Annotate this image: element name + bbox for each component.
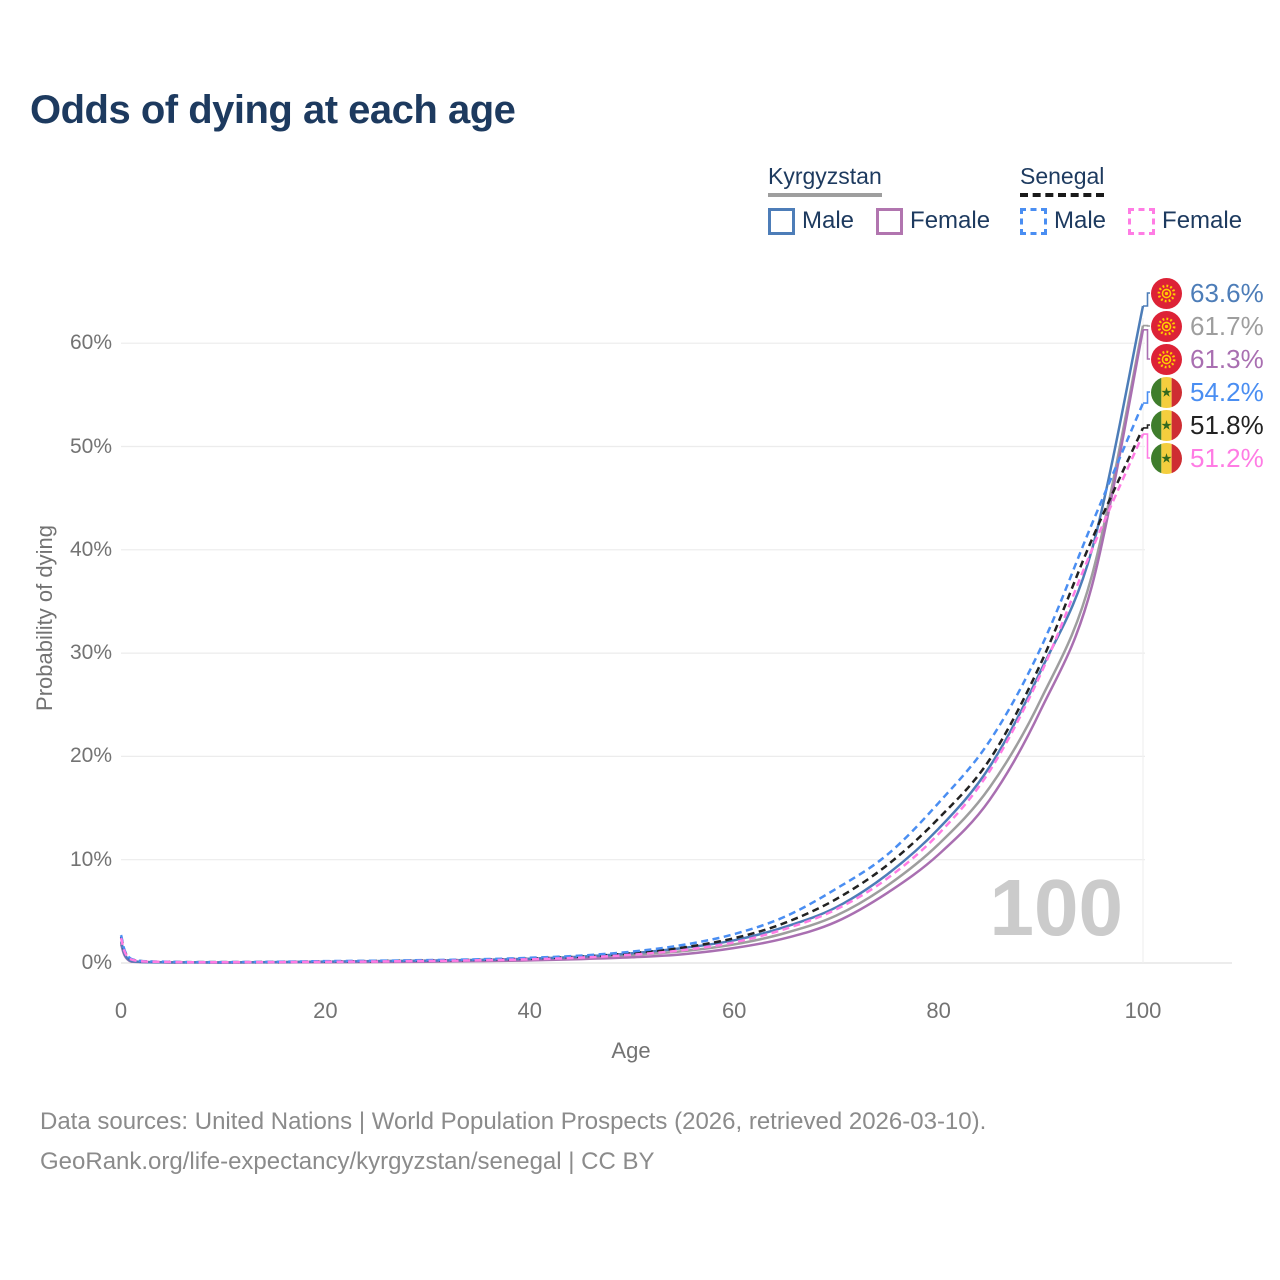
legend-group-kyrgyzstan: Kyrgyzstan Male Female bbox=[768, 163, 1012, 235]
series-line-senegal-male[interactable] bbox=[119, 402, 1145, 964]
series-line-senegal-both-sexes[interactable] bbox=[119, 427, 1145, 964]
end-label-kyrgyzstan-male: 63.6% bbox=[1151, 277, 1264, 310]
y-tick-label: 0% bbox=[81, 951, 112, 974]
x-tick-label: 60 bbox=[721, 998, 747, 1023]
connector-kyrgyzstan-male bbox=[1143, 292, 1150, 307]
legend-label-senegal-female[interactable]: Female bbox=[1162, 207, 1243, 234]
x-tick-label: 20 bbox=[313, 998, 338, 1023]
legend-label-kyrgyzstan-female[interactable]: Female bbox=[910, 207, 991, 234]
y-tick-label: 30% bbox=[69, 641, 112, 665]
y-axis-title: Probability of dying bbox=[32, 525, 57, 711]
legend-swatch-kyrgyzstan-female[interactable] bbox=[876, 207, 904, 235]
senegal-flag-icon bbox=[1151, 443, 1182, 474]
x-tick-label: 0 bbox=[114, 998, 128, 1023]
legend-swatch-kyrgyzstan-male[interactable] bbox=[768, 207, 795, 235]
end-value: 63.6% bbox=[1190, 278, 1264, 308]
end-value: 61.7% bbox=[1190, 311, 1264, 341]
y-tick-label: 10% bbox=[69, 847, 112, 871]
series-line-senegal-female[interactable] bbox=[119, 433, 1145, 964]
end-value: 51.8% bbox=[1190, 410, 1264, 440]
kyrgyzstan-flag-icon bbox=[1151, 344, 1182, 375]
kyrgyzstan-flag-icon bbox=[1151, 311, 1182, 342]
legend-country-kyrgyzstan[interactable]: Kyrgyzstan bbox=[768, 163, 882, 197]
attribution-link[interactable]: GeoRank.org/life-expectancy/kyrgyzstan/s… bbox=[40, 1148, 655, 1175]
legend-swatch-senegal-male[interactable] bbox=[1020, 207, 1047, 235]
end-value: 54.2% bbox=[1190, 377, 1264, 407]
y-tick-label: 20% bbox=[69, 744, 112, 768]
senegal-flag-icon bbox=[1151, 377, 1182, 408]
connector-kyrgyzstan-female bbox=[1143, 329, 1150, 360]
connector-senegal-female bbox=[1143, 433, 1150, 459]
end-label-senegal-female: 51.2% bbox=[1151, 442, 1264, 475]
end-label-senegal-both: 51.8% bbox=[1151, 409, 1264, 442]
end-value: 61.3% bbox=[1190, 344, 1264, 374]
x-axis-title: Age bbox=[611, 1038, 651, 1063]
end-value: 51.2% bbox=[1190, 443, 1264, 473]
end-label-kyrgyzstan-both: 61.7% bbox=[1151, 310, 1264, 343]
series-lines bbox=[119, 305, 1145, 964]
senegal-flag-icon bbox=[1151, 410, 1182, 441]
connector-senegal-both-sexes bbox=[1143, 424, 1150, 429]
end-label-senegal-male: 54.2% bbox=[1151, 376, 1264, 409]
x-tick-label: 40 bbox=[517, 998, 543, 1023]
hovered-age-watermark: 100 bbox=[989, 863, 1123, 952]
legend-country-senegal[interactable]: Senegal bbox=[1020, 163, 1105, 197]
data-sources-text: Data sources: United Nations | World Pop… bbox=[40, 1108, 987, 1135]
end-label-connectors bbox=[1143, 292, 1150, 459]
legend-label-kyrgyzstan-male[interactable]: Male bbox=[802, 207, 855, 234]
connector-senegal-male bbox=[1143, 391, 1150, 404]
x-tick-label: 100 bbox=[1124, 998, 1162, 1023]
y-tick-label: 40% bbox=[69, 537, 112, 561]
y-tick-label: 60% bbox=[69, 331, 112, 355]
x-tick-label: 80 bbox=[926, 998, 951, 1023]
legend-group-senegal: Senegal Male Female bbox=[1020, 163, 1264, 235]
end-label-kyrgyzstan-female: 61.3% bbox=[1151, 343, 1264, 376]
kyrgyzstan-flag-icon bbox=[1151, 278, 1182, 309]
legend-swatch-senegal-female[interactable] bbox=[1128, 207, 1156, 235]
y-tick-label: 50% bbox=[69, 434, 112, 458]
page-title: Odds of dying at each age bbox=[30, 88, 516, 132]
legend-label-senegal-male[interactable]: Male bbox=[1054, 207, 1107, 234]
